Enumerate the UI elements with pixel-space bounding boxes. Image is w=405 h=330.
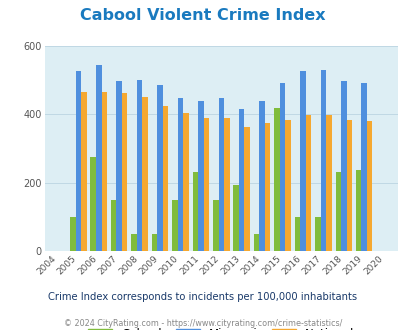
Text: Crime Index corresponds to incidents per 100,000 inhabitants: Crime Index corresponds to incidents per…: [48, 292, 357, 302]
Bar: [157, 85, 162, 251]
Bar: [151, 234, 157, 251]
Bar: [285, 119, 290, 251]
Bar: [314, 217, 320, 251]
Bar: [198, 101, 203, 251]
Bar: [142, 97, 147, 251]
Bar: [299, 71, 305, 251]
Bar: [305, 115, 311, 251]
Bar: [75, 71, 81, 251]
Bar: [233, 185, 239, 251]
Bar: [177, 98, 183, 251]
Bar: [340, 81, 346, 251]
Bar: [101, 92, 107, 251]
Bar: [239, 109, 244, 251]
Bar: [244, 127, 249, 251]
Legend: Cabool, Missouri, National: Cabool, Missouri, National: [88, 328, 354, 330]
Text: © 2024 CityRating.com - https://www.cityrating.com/crime-statistics/: © 2024 CityRating.com - https://www.city…: [64, 319, 341, 328]
Bar: [259, 101, 264, 251]
Bar: [70, 217, 75, 251]
Bar: [224, 118, 229, 251]
Bar: [294, 217, 299, 251]
Bar: [136, 80, 142, 251]
Bar: [81, 92, 86, 251]
Bar: [355, 170, 360, 251]
Bar: [320, 70, 325, 251]
Bar: [279, 83, 285, 251]
Bar: [162, 106, 168, 251]
Bar: [274, 108, 279, 251]
Bar: [346, 120, 351, 251]
Bar: [325, 115, 331, 251]
Bar: [122, 93, 127, 251]
Bar: [335, 172, 340, 251]
Bar: [203, 118, 209, 251]
Bar: [213, 200, 218, 251]
Bar: [111, 200, 116, 251]
Bar: [90, 157, 96, 251]
Bar: [172, 200, 177, 251]
Bar: [253, 234, 259, 251]
Bar: [264, 123, 270, 251]
Bar: [183, 114, 188, 251]
Bar: [116, 81, 121, 251]
Bar: [218, 98, 224, 251]
Bar: [96, 65, 101, 251]
Bar: [366, 121, 371, 251]
Bar: [192, 172, 198, 251]
Bar: [131, 234, 136, 251]
Bar: [360, 83, 366, 251]
Text: Cabool Violent Crime Index: Cabool Violent Crime Index: [80, 8, 325, 23]
